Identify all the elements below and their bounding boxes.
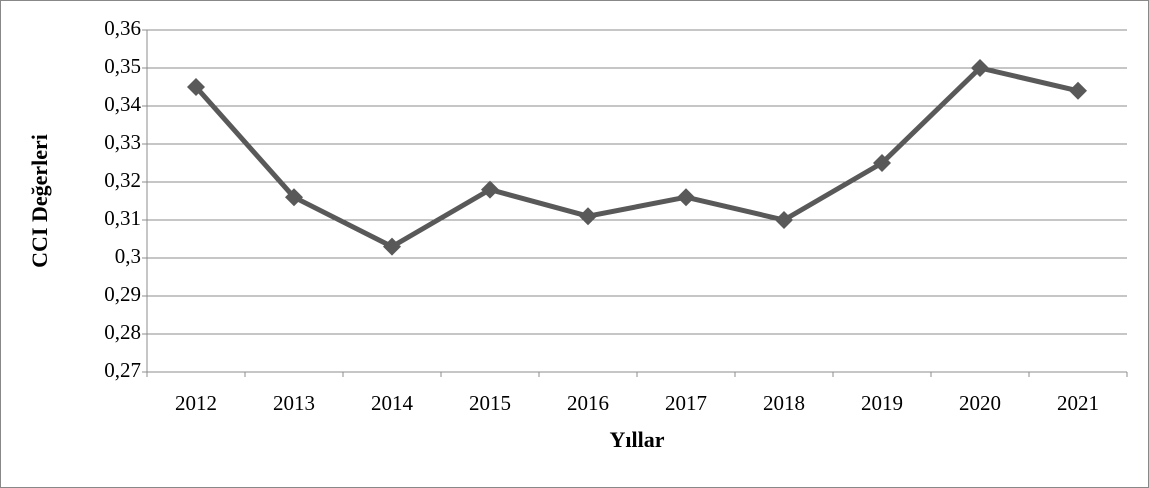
x-tick-label: 2020 bbox=[959, 391, 1001, 415]
x-tick-label: 2013 bbox=[273, 391, 315, 415]
y-tick-label: 0,36 bbox=[104, 16, 141, 40]
x-tick-label: 2012 bbox=[175, 391, 217, 415]
x-tick-label: 2021 bbox=[1057, 391, 1099, 415]
x-tick-label: 2019 bbox=[861, 391, 903, 415]
y-tick-label: 0,29 bbox=[104, 282, 141, 306]
x-tick-label: 2016 bbox=[567, 391, 609, 415]
data-line bbox=[194, 65, 1079, 250]
y-tick-label: 0,34 bbox=[104, 92, 141, 116]
y-tick-label: 0,31 bbox=[104, 206, 141, 230]
data-marker bbox=[383, 237, 401, 256]
data-marker bbox=[873, 154, 891, 172]
y-tick-label: 0,27 bbox=[104, 358, 141, 382]
data-marker bbox=[775, 211, 793, 229]
x-tick-label: 2014 bbox=[371, 391, 414, 415]
data-marker bbox=[677, 188, 695, 207]
x-tick-label: 2017 bbox=[665, 391, 707, 415]
y-tick-label: 0,28 bbox=[104, 320, 141, 344]
y-tick-label: 0,3 bbox=[115, 244, 141, 268]
y-axis-title: CCI Değerleri bbox=[27, 134, 52, 268]
x-tick-label: 2015 bbox=[469, 391, 511, 415]
y-tick-label: 0,33 bbox=[104, 130, 141, 154]
data-marker bbox=[579, 207, 597, 226]
data-marker bbox=[187, 78, 205, 96]
x-axis-title: Yıllar bbox=[610, 427, 665, 452]
data-marker bbox=[285, 188, 303, 207]
y-tick-label: 0,35 bbox=[104, 54, 141, 78]
y-tick-label: 0,32 bbox=[104, 168, 141, 192]
x-tick-label: 2018 bbox=[763, 391, 805, 415]
data-marker bbox=[1069, 81, 1087, 100]
data-marker bbox=[971, 59, 989, 77]
data-marker bbox=[481, 180, 499, 199]
